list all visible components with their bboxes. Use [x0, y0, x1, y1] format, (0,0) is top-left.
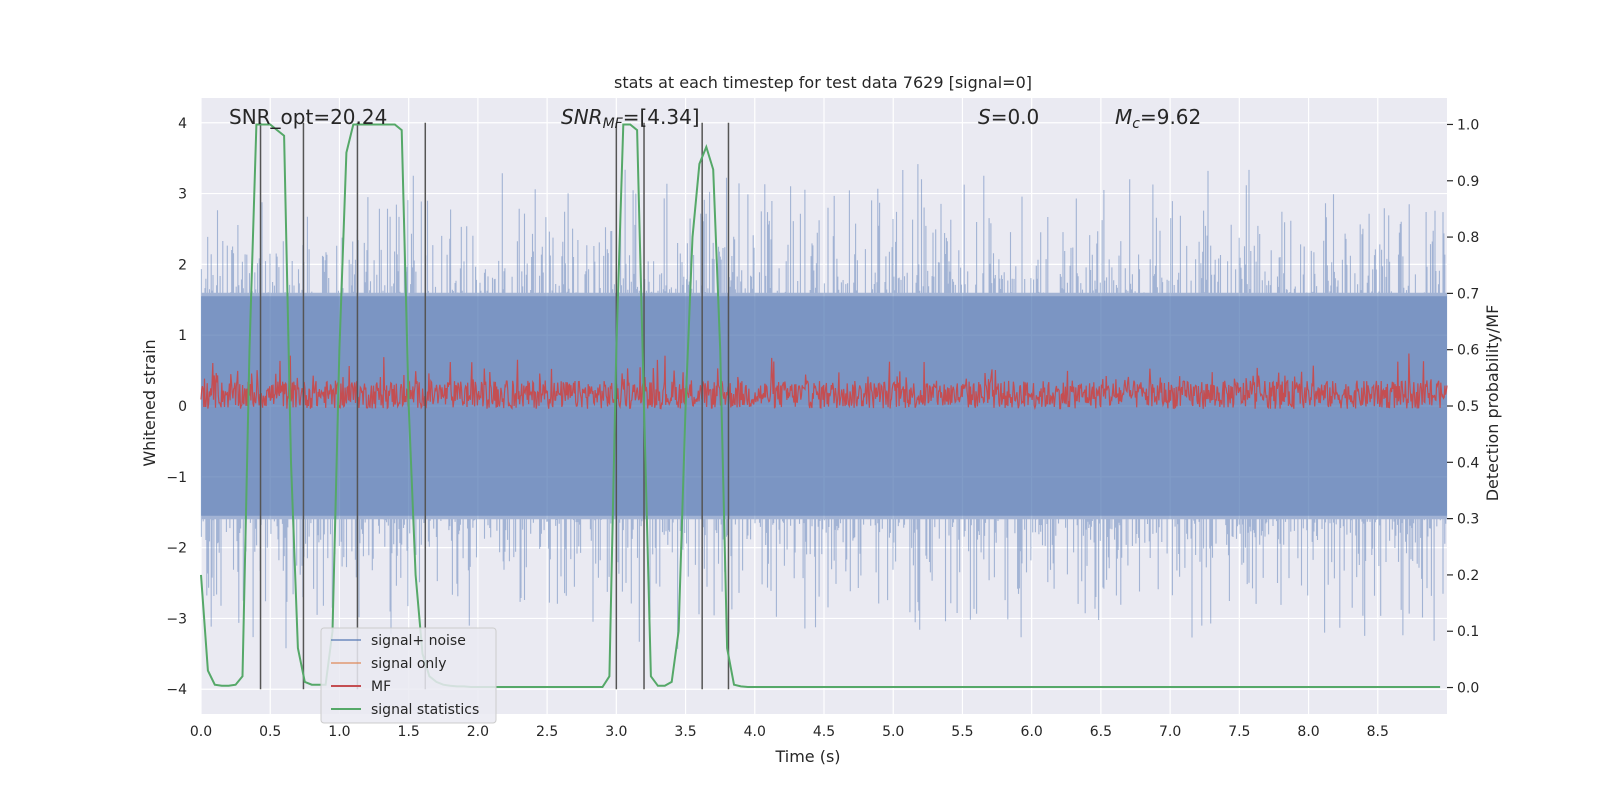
y-right-tick-label: 0.2: [1457, 568, 1479, 584]
x-tick-label: 1.0: [328, 724, 350, 740]
x-axis: 0.0 0.5 1.0 1.5 2.0 2.5 3.0 3.5 4.0 4.5 5.0 5.5 6.0 6…: [190, 724, 1389, 740]
y-axis-left: 4 3 2 1 0 −1 −2 −3 −4: [166, 116, 187, 698]
x-tick-label: 3.0: [605, 724, 627, 740]
x-tick-label: 8.0: [1297, 724, 1319, 740]
x-tick-label: 0.5: [259, 724, 281, 740]
legend: signal+ noise signal only MF signal stat…: [320, 627, 497, 724]
x-tick-label: 8.5: [1367, 724, 1389, 740]
legend-label-mf: MF: [371, 679, 391, 695]
x-tick-label: 6.5: [1090, 724, 1112, 740]
y-tick-label: −2: [166, 541, 187, 557]
annotation-snr-mf-subscript: MF: [603, 116, 624, 132]
y-right-tick-label: 0.1: [1457, 624, 1479, 640]
y-right-tick-label: 1.0: [1457, 117, 1479, 133]
y-right-tick-label: 0.8: [1457, 230, 1479, 246]
x-tick-label: 5.5: [951, 724, 973, 740]
y-tick-label: 3: [178, 187, 187, 203]
x-tick-label: 1.5: [398, 724, 420, 740]
legend-box: [320, 627, 497, 724]
y-tick-label: 1: [178, 328, 187, 344]
y-tick-label: 0: [178, 399, 187, 415]
y-axis-right: 1.0 0.9 0.8 0.7 0.6 0.5 0.4 0.3 0.2 0.1 0.0: [1447, 117, 1479, 697]
y-right-tick-label: 0.6: [1457, 343, 1479, 359]
y-right-tick-label: 0.7: [1457, 286, 1479, 302]
annotation-mc-value: =9.62: [1140, 105, 1201, 129]
y-tick-label: −3: [166, 611, 187, 627]
x-tick-label: 7.0: [1159, 724, 1181, 740]
annotation-mc-subscript: c: [1132, 116, 1140, 132]
annotation-snr-mf: SNRMF=[4.34]: [561, 105, 700, 132]
y-right-tick-label: 0.9: [1457, 174, 1479, 190]
x-tick-label: 4.5: [813, 724, 835, 740]
event-markers: [259, 122, 730, 690]
x-tick-label: 3.5: [674, 724, 696, 740]
x-tick-label: 6.0: [1021, 724, 1043, 740]
chart-title: stats at each timestep for test data 762…: [614, 73, 1032, 92]
x-tick-label: 2.0: [467, 724, 489, 740]
legend-label-signal-statistics: signal statistics: [371, 702, 479, 718]
annotation-mc: Mc=9.62: [1115, 105, 1201, 132]
annotation-mc-symbol: M: [1115, 105, 1132, 129]
x-tick-label: 4.0: [744, 724, 766, 740]
annotation-s-value: =0.0: [991, 105, 1040, 129]
y-right-tick-label: 0.0: [1457, 681, 1479, 697]
y-tick-label: −1: [166, 470, 187, 486]
y-tick-label: 4: [178, 116, 187, 132]
annotation-s-symbol: S: [978, 105, 991, 129]
y-right-tick-label: 0.3: [1457, 512, 1479, 528]
y-tick-label: −4: [166, 682, 187, 698]
legend-label-signal-only: signal only: [371, 656, 446, 672]
annotation-snr-mf-value: =[4.34]: [623, 105, 700, 129]
x-tick-label: 5.0: [882, 724, 904, 740]
y-right-tick-label: 0.5: [1457, 399, 1479, 415]
legend-label-signal-noise: signal+ noise: [371, 633, 466, 649]
x-tick-label: 7.5: [1228, 724, 1250, 740]
x-tick-label: 0.0: [190, 724, 212, 740]
annotation-snr-mf-symbol: SNR: [561, 105, 603, 129]
x-axis-label: Time (s): [774, 747, 840, 766]
x-tick-label: 2.5: [536, 724, 558, 740]
annotation-snr-opt: SNR_opt=20.24: [229, 105, 387, 129]
y-tick-label: 2: [178, 257, 187, 273]
y-axis-label: Whitened strain: [140, 339, 159, 466]
y-right-tick-label: 0.4: [1457, 455, 1479, 471]
y-axis-right-label: Detection probability/MF: [1483, 305, 1502, 502]
annotation-s: S=0.0: [978, 105, 1039, 129]
